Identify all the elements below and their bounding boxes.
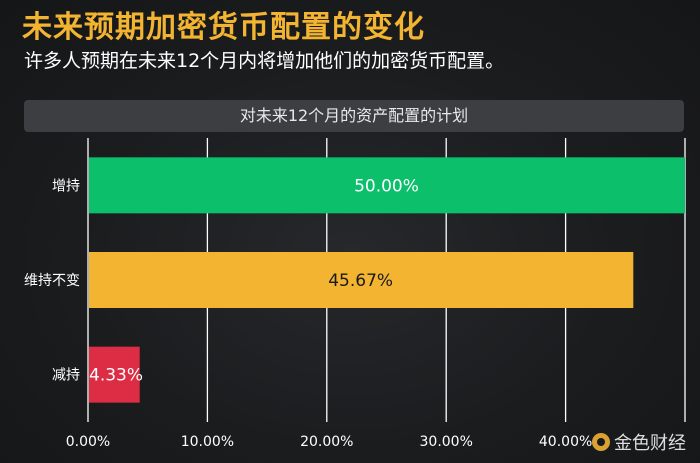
data-label: 45.67% <box>328 271 393 291</box>
x-tick-label: 20.00% <box>300 434 353 450</box>
x-tick-label: 10.00% <box>181 434 234 450</box>
page-subtitle: 许多人预期在未来12个月内将增加他们的加密货币配置。 <box>24 50 505 72</box>
page-title: 未来预期加密货币配置的变化 <box>22 10 425 45</box>
data-label: 50.00% <box>354 176 419 196</box>
data-label: 4.33% <box>89 366 143 386</box>
label-layer: 增持 50.00% 维持不变 45.67% 减持 4.33% <box>24 176 419 385</box>
x-tick-label: 30.00% <box>420 434 473 450</box>
category-label: 维持不变 <box>24 273 80 289</box>
bar <box>89 157 685 214</box>
category-label: 减持 <box>52 368 80 384</box>
tick-layer: 0.00% 10.00% 20.00% 30.00% 40.00% <box>66 434 593 450</box>
category-label: 增持 <box>52 178 80 194</box>
bar <box>89 346 140 403</box>
watermark: 金色财经 <box>592 429 686 455</box>
chart-title: 对未来12个月的资产配置的计划 <box>24 100 684 132</box>
watermark-text: 金色财经 <box>614 433 686 454</box>
x-tick-label: 40.00% <box>539 434 592 450</box>
x-tick-label: 0.00% <box>66 434 110 450</box>
bar <box>89 252 634 308</box>
bar-layer <box>89 157 685 403</box>
watermark-logo-icon <box>592 433 610 451</box>
